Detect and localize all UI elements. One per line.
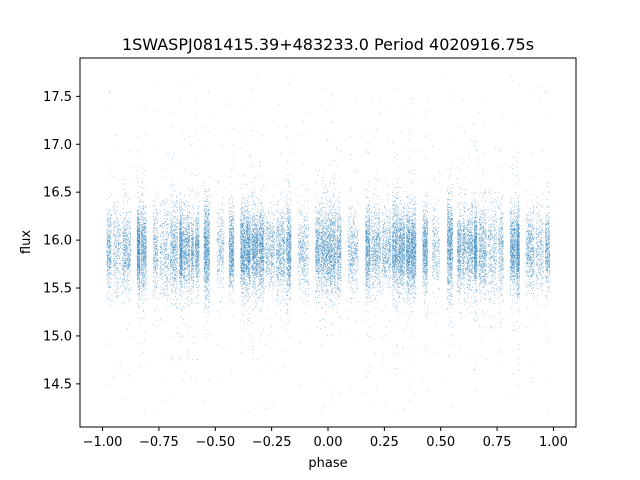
y-axis-label: flux <box>19 230 34 254</box>
y-tick-label: 17.5 <box>43 90 72 105</box>
x-axis-label: phase <box>308 456 347 471</box>
x-tick-label: 0.75 <box>483 435 512 450</box>
x-tick-label: 0.25 <box>370 435 399 450</box>
y-tick-label: 16.0 <box>43 234 72 249</box>
x-axis-ticks: −1.00 −0.75 −0.50 −0.25 0.00 0.25 0.50 0.75 1.00 <box>83 427 568 450</box>
x-tick-label: 0.00 <box>314 435 343 450</box>
data-points <box>106 74 551 413</box>
y-tick-label: 14.5 <box>43 377 72 392</box>
y-tick-label: 16.5 <box>43 186 72 201</box>
y-tick-label: 17.0 <box>43 138 72 153</box>
x-tick-label: −0.25 <box>252 435 292 450</box>
x-tick-label: 0.50 <box>426 435 455 450</box>
x-tick-label: −0.50 <box>195 435 235 450</box>
y-tick-label: 15.0 <box>43 329 72 344</box>
chart-title: 1SWASPJ081415.39+483233.0 Period 4020916… <box>122 35 534 54</box>
x-tick-label: −0.75 <box>139 435 179 450</box>
x-tick-label: −1.00 <box>83 435 123 450</box>
scatter-points <box>106 74 551 413</box>
y-axis-ticks: 14.5 15.0 15.5 16.0 16.5 17.0 17.5 <box>43 90 80 392</box>
x-tick-label: 1.00 <box>539 435 568 450</box>
y-tick-label: 15.5 <box>43 282 72 297</box>
